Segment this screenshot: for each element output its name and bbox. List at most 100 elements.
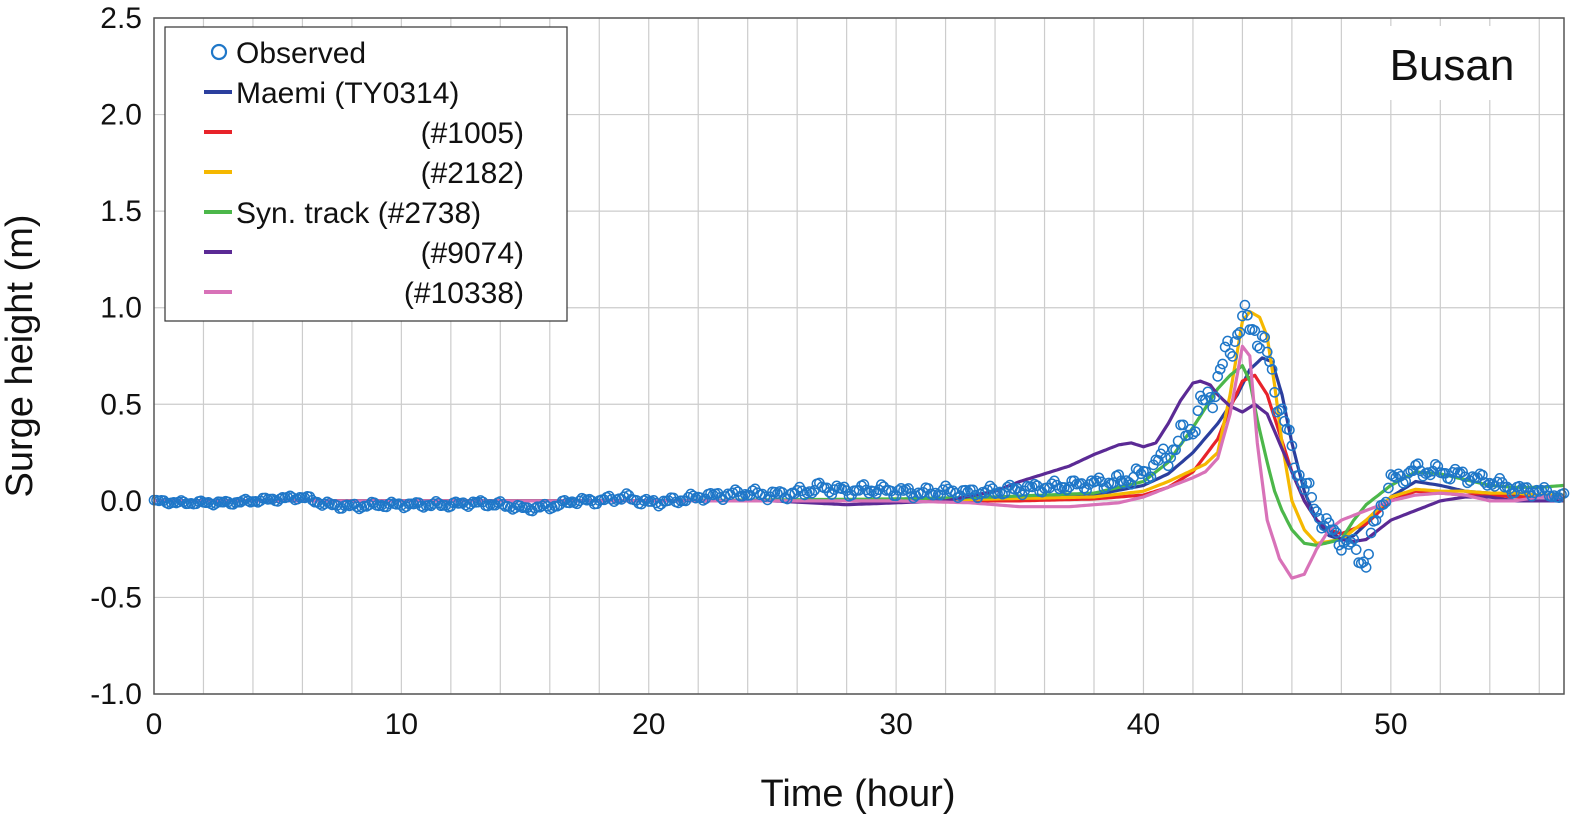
observed-point: [1286, 440, 1298, 452]
observed-point: [836, 483, 848, 495]
observed-point: [1380, 496, 1392, 508]
observed-point: [408, 498, 420, 510]
observed-point: [1190, 426, 1201, 438]
observed-point: [1118, 478, 1130, 489]
observed-point: [1415, 465, 1426, 477]
observed-point: [1187, 428, 1199, 440]
observed-point: [1397, 477, 1409, 489]
observed-point: [1477, 469, 1488, 481]
observed-point: [1125, 478, 1137, 490]
observed-point: [465, 498, 476, 510]
legend-items: Observed Maemi (TY0314) (#1005) (#2182) Syn.…: [204, 37, 524, 310]
observed-point: [1328, 524, 1340, 535]
observed-point: [1172, 435, 1184, 447]
legend-label: (#1005): [421, 117, 524, 150]
observed-point: [450, 496, 462, 508]
observed-point: [823, 486, 835, 498]
observed-point: [1212, 371, 1224, 382]
observed-point: [504, 502, 516, 513]
station-label-box: [1366, 26, 1538, 100]
observed-point: [1338, 537, 1350, 549]
observed-point: [1422, 467, 1434, 478]
observed-point: [1383, 482, 1394, 494]
observed-point: [1014, 486, 1026, 498]
plot-frame: [153, 17, 1565, 695]
observed-point: [1303, 477, 1315, 489]
x-axis-title: Time (hour): [761, 773, 956, 815]
observed-point: [673, 497, 684, 509]
y-tick-label: 0.0: [100, 485, 142, 518]
observed-point: [1430, 459, 1441, 470]
observed-point: [1029, 478, 1040, 490]
legend-label: (#9074): [421, 237, 524, 270]
observed-point: [376, 499, 387, 511]
observed-point: [1407, 465, 1419, 477]
observed-point: [1224, 348, 1236, 359]
observed-point: [705, 487, 716, 499]
legend-label: Syn. track (#2738): [236, 197, 481, 230]
observed-point: [1160, 452, 1172, 464]
observed-point: [1370, 515, 1382, 526]
observed-point: [1113, 469, 1125, 481]
observed-point: [1276, 403, 1288, 415]
observed-point: [1108, 477, 1120, 488]
observed-points-layer: [148, 299, 1570, 573]
observed-point: [1261, 346, 1273, 358]
observed-point: [1204, 391, 1216, 403]
observed-point: [1378, 499, 1389, 510]
observed-point: [1365, 527, 1377, 539]
observed-point: [227, 498, 239, 510]
legend-label: Maemi (TY0314): [236, 77, 459, 110]
observed-point: [1444, 473, 1456, 485]
observed-point: [762, 494, 773, 506]
observed-point: [396, 500, 407, 511]
observed-point: [1296, 477, 1308, 489]
observed-point: [1323, 517, 1335, 529]
observed-point: [242, 495, 254, 507]
observed-point: [1237, 310, 1248, 322]
observed-point: [299, 492, 311, 504]
y-tick-label: 1.0: [100, 292, 142, 325]
observed-point: [1115, 475, 1127, 487]
observed-point: [440, 500, 452, 511]
observed-point: [893, 485, 904, 496]
observed-point: [960, 484, 971, 496]
observed-point: [861, 484, 872, 496]
x-tick-label: 50: [1374, 708, 1407, 741]
observed-point: [1373, 507, 1384, 519]
observed-point: [1217, 358, 1228, 370]
observed-point: [1143, 473, 1154, 485]
observed-point: [1412, 458, 1424, 470]
observed-point: [1284, 424, 1295, 436]
observed-point: [1145, 471, 1157, 483]
observed-point: [863, 487, 875, 499]
observed-point: [1308, 503, 1320, 515]
observed-point: [1358, 556, 1369, 568]
observed-point: [1046, 478, 1058, 490]
observed-point: [1481, 480, 1493, 491]
observed-point: [1331, 527, 1342, 539]
y-tick-label: -0.5: [90, 581, 142, 614]
observed-point: [1239, 299, 1251, 311]
observed-point: [1479, 477, 1491, 488]
observed-point: [1054, 483, 1065, 495]
y-tick-label: 2.5: [100, 2, 142, 35]
observed-point: [267, 493, 279, 505]
observed-point: [1209, 391, 1221, 403]
observed-point: [482, 500, 494, 512]
legend: Observed Maemi (TY0314) (#1005) (#2182) Syn.…: [164, 26, 568, 322]
observed-point: [640, 493, 652, 505]
x-tick-label: 40: [1127, 708, 1160, 741]
x-tick-label: 20: [632, 708, 665, 741]
observed-point: [1222, 335, 1233, 347]
observed-point: [1133, 465, 1144, 476]
observed-point: [618, 491, 630, 503]
observed-point: [514, 500, 526, 512]
observed-point: [1266, 364, 1278, 375]
observed-point: [1345, 536, 1357, 548]
observed-point: [1536, 484, 1548, 496]
y-tick-label: 1.5: [100, 195, 142, 228]
observed-point: [1192, 405, 1204, 417]
observed-point: [1202, 386, 1214, 398]
